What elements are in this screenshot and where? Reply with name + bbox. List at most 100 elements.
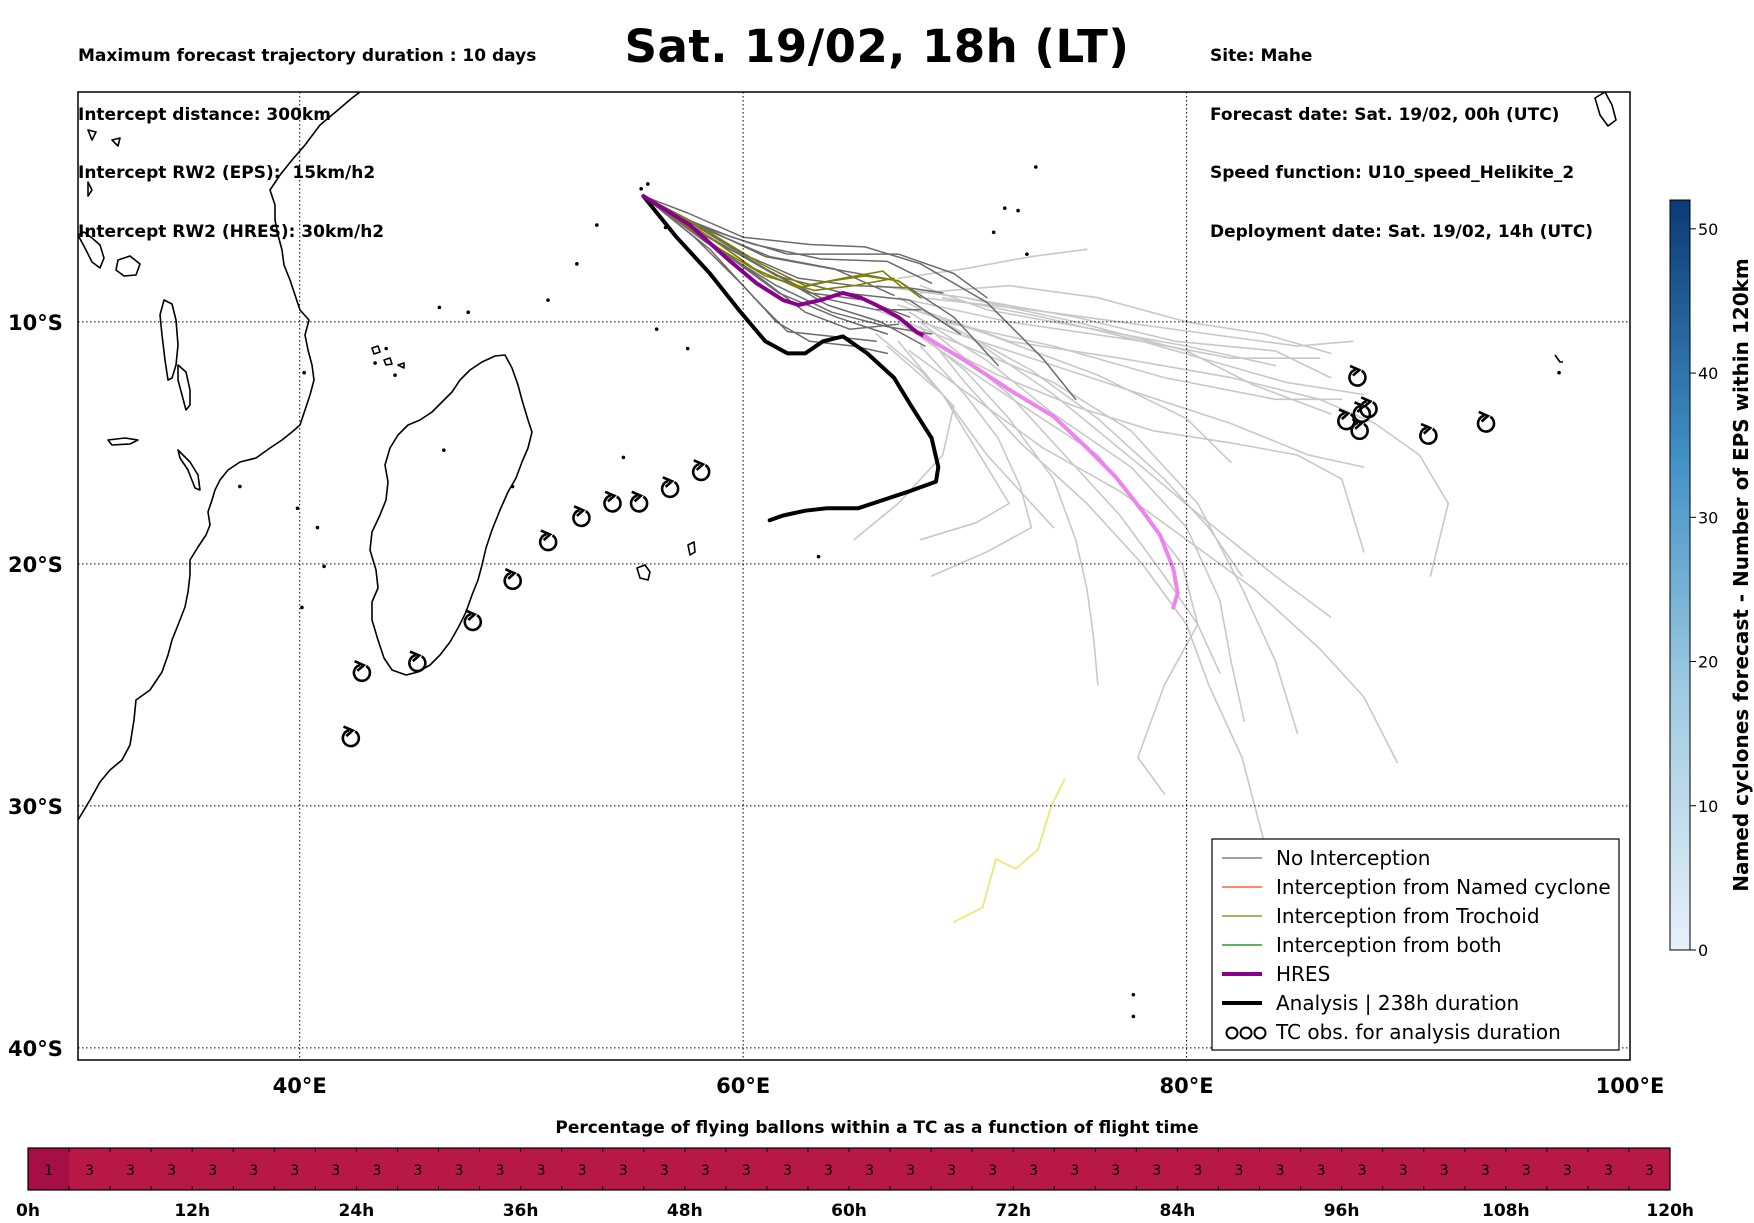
- tc-observations: [341, 364, 1496, 748]
- flight-time-cell: [1587, 1148, 1630, 1190]
- header-left: Maximum forecast trajectory duration : 1…: [78, 8, 536, 262]
- legend-label: Interception from both: [1276, 933, 1502, 957]
- islet: [991, 230, 996, 235]
- map-title: Sat. 19/02, 18h (LT): [624, 20, 1130, 73]
- flight-time-cell: [438, 1148, 481, 1190]
- flight-time-cell-value: 3: [783, 1163, 792, 1179]
- flight-time-cell: [274, 1148, 316, 1190]
- coastlines: [78, 92, 1617, 821]
- lake-kariba: [177, 449, 201, 491]
- flight-time-cell: [849, 1148, 891, 1190]
- legend-label: No Interception: [1276, 846, 1430, 870]
- flight-time-cell: [1505, 1148, 1548, 1190]
- map-grid: [78, 92, 1630, 1060]
- flight-time-cell-value: 1: [44, 1163, 53, 1179]
- island: [1594, 92, 1617, 127]
- islet: [1131, 1014, 1136, 1019]
- flight-time-cell: [1382, 1148, 1425, 1190]
- flight-time-tick-label: 72h: [995, 1201, 1031, 1221]
- flight-time-cell: [1095, 1148, 1137, 1190]
- flight-time-bar: Percentage of flying ballons within a TC…: [16, 1118, 1694, 1221]
- islet: [1016, 208, 1020, 213]
- flight-time-cell: [890, 1148, 932, 1190]
- tc-obs-arc: [538, 533, 558, 552]
- no-interception-track: [642, 195, 1077, 401]
- flight-time-tick-label: 120h: [1646, 1201, 1694, 1221]
- flight-time-cell-value: 3: [1399, 1163, 1408, 1179]
- colorbar-label: Named cyclones forecast - Number of EPS …: [1729, 258, 1753, 892]
- no-interception-track: [642, 195, 962, 335]
- flight-time-cell: [1300, 1148, 1343, 1190]
- legend-tc-obs-symbol: [1225, 1026, 1267, 1040]
- island: [687, 541, 696, 556]
- islet: [654, 327, 659, 331]
- madagascar-coastline: [369, 354, 533, 676]
- tc-obs-arc: [463, 612, 483, 632]
- header-right-line: Forecast date: Sat. 19/02, 00h (UTC): [1210, 104, 1560, 125]
- flight-time-cell: [315, 1148, 357, 1190]
- eps-late-track: [941, 296, 1321, 359]
- lon-tick-label: 80°E: [1160, 1074, 1214, 1098]
- islet: [546, 298, 550, 302]
- tc-obs-arrow: [342, 725, 356, 738]
- tc-obs-symbol: [1419, 422, 1438, 445]
- islet: [302, 370, 306, 375]
- islet: [1025, 252, 1029, 256]
- islet: [1034, 165, 1038, 169]
- header-left-line: Maximum forecast trajectory duration : 1…: [78, 46, 537, 66]
- flight-time-cell-value: 3: [1276, 1163, 1285, 1179]
- flight-time-cell-value: 3: [1152, 1163, 1161, 1179]
- tc-obs-arrow: [464, 609, 478, 621]
- colorbar-gradient: [1669, 199, 1691, 951]
- no-interception-track: [642, 195, 933, 335]
- legend: No Interception Interception from Named c…: [1211, 838, 1620, 1051]
- tc-obs-symbol: [1476, 410, 1496, 433]
- flight-time-cell-value: 3: [85, 1163, 94, 1179]
- flight-time-cell-value: 3: [660, 1163, 669, 1179]
- flight-time-cell-value: 3: [414, 1163, 423, 1179]
- legend-label: Analysis | 238h duration: [1276, 991, 1519, 1015]
- islet: [639, 187, 643, 191]
- tc-obs-arc: [629, 494, 649, 513]
- flight-time-cell-value: 3: [1358, 1163, 1367, 1179]
- flight-time-cell-value: 3: [1193, 1163, 1202, 1179]
- hres-track: [641, 194, 927, 339]
- islet: [238, 484, 242, 489]
- tc-obs-arrow: [1420, 422, 1433, 435]
- header-right-line: Site: Mahe: [1210, 46, 1313, 66]
- flight-time-cell: [602, 1148, 645, 1190]
- eps-late-track: [908, 350, 1398, 764]
- eps-late-track: [897, 340, 1010, 541]
- tc-obs-arrow: [1478, 410, 1491, 423]
- islet: [1131, 992, 1136, 997]
- islet: [393, 373, 397, 377]
- island: [636, 564, 651, 581]
- flight-time-tick-label: 48h: [667, 1201, 703, 1221]
- tc-obs-arc: [1359, 399, 1378, 419]
- flight-time-cell-value: 3: [1029, 1163, 1038, 1179]
- flight-time-tick-label: 96h: [1324, 1201, 1360, 1221]
- tc-obs-arc: [1350, 421, 1369, 441]
- islet: [510, 484, 515, 489]
- header-left-line: Intercept RW2 (EPS): 15km/h2: [78, 163, 376, 183]
- flight-time-cell: [151, 1148, 193, 1190]
- flight-time-cell-value: 3: [824, 1163, 833, 1179]
- flight-time-cell: [807, 1148, 850, 1190]
- islet: [1557, 370, 1561, 375]
- flight-time-cell: [1218, 1148, 1260, 1190]
- lon-tick-label: 40°E: [273, 1074, 327, 1098]
- flight-time-tick-label: 60h: [831, 1201, 867, 1221]
- flight-time-cell-value: 3: [496, 1163, 505, 1179]
- small-islands: [238, 165, 1561, 1019]
- flight-time-cell: [1628, 1148, 1671, 1190]
- tc-obs-symbol: [408, 650, 427, 673]
- eps-late-track: [941, 321, 1343, 401]
- flight-time-cell-value: 3: [167, 1163, 176, 1179]
- lon-tick-label: 100°E: [1596, 1074, 1665, 1098]
- flight-time-cell-value: 3: [290, 1163, 299, 1179]
- eps-late-track: [875, 284, 1332, 379]
- flight-time-cell: [69, 1148, 111, 1190]
- islet: [295, 506, 300, 511]
- flight-time-tick-label: 84h: [1160, 1201, 1196, 1221]
- flight-time-cell-value: 3: [1563, 1163, 1572, 1179]
